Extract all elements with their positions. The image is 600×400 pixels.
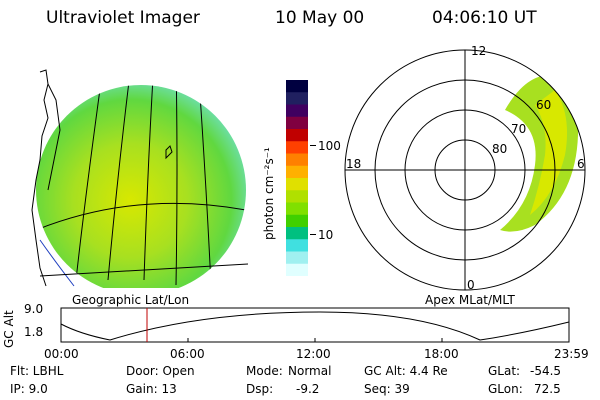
polar-panel-title: Apex MLat/MLT <box>425 293 515 307</box>
altitude-ytick-max: 9.0 <box>24 302 44 316</box>
status-ip: IP: 9.0 <box>10 382 48 396</box>
colorbar-band <box>286 104 308 118</box>
polar-ring-label-60: 60 <box>536 98 552 112</box>
status-glat-value: -54.5 <box>530 364 562 378</box>
status-glon-label: GLon: <box>488 382 523 396</box>
colorbar-tick <box>310 145 316 146</box>
colorbar-band <box>286 80 308 93</box>
colorbar <box>286 80 308 277</box>
polar-plot <box>344 49 586 291</box>
status-mode-value: Normal <box>288 364 332 378</box>
altitude-xtick-0000: 00:00 <box>44 347 79 361</box>
status-dsp-label: Dsp: <box>246 382 274 396</box>
colorbar-band <box>286 92 308 105</box>
observation-date: 10 May 00 <box>275 8 365 28</box>
status-door: Door: Open <box>126 364 195 378</box>
earth-disk <box>36 85 246 288</box>
coastline <box>31 69 173 287</box>
colorbar-gradient <box>286 80 308 277</box>
status-gain: Gain: 13 <box>126 382 177 396</box>
polar-label-bottom: 0 <box>467 278 475 292</box>
polar-label-left: 18 <box>346 157 362 171</box>
colorbar-band <box>286 227 308 240</box>
colorbar-tick-10: 10 <box>318 228 334 242</box>
colorbar-band <box>286 239 308 252</box>
status-mode-label: Mode: <box>246 364 283 378</box>
status-seq: Seq: 39 <box>364 382 410 396</box>
colorbar-band <box>286 116 308 130</box>
altitude-frame <box>60 307 570 343</box>
altitude-xtick-1800: 18:00 <box>424 347 459 361</box>
colorbar-band <box>286 202 308 216</box>
polar-label-right: 6 <box>577 157 585 171</box>
colorbar-band <box>286 129 308 142</box>
colorbar-band <box>286 251 308 265</box>
colorbar-band <box>286 178 308 191</box>
altitude-xtick-0600: 06:00 <box>170 347 205 361</box>
altitude-curve <box>60 311 570 341</box>
observation-time: 04:06:10 UT <box>432 8 537 28</box>
status-flt: Flt: LBHL <box>10 364 64 378</box>
colorbar-band <box>286 141 308 154</box>
instrument-title: Ultraviolet Imager <box>46 8 200 28</box>
altitude-xtick-2359: 23:59 <box>554 347 589 361</box>
colorbar-band <box>286 165 308 179</box>
colorbar-band <box>286 190 308 203</box>
colorbar-band <box>286 214 308 228</box>
altitude-plot <box>60 307 570 343</box>
status-glat-label: GLat: <box>488 364 521 378</box>
status-glon-value: 72.5 <box>534 382 561 396</box>
geographic-image <box>31 69 248 288</box>
colorbar-tick-100: 100 <box>318 139 341 153</box>
colorbar-tick <box>310 234 316 235</box>
status-gc-alt: GC Alt: 4.4 Re <box>364 364 448 378</box>
colorbar-unit: photon cm⁻²s⁻¹ <box>262 147 276 240</box>
status-dsp-value: -9.2 <box>296 382 320 396</box>
auroral-core <box>530 90 568 215</box>
altitude-ytick-min: 1.8 <box>24 325 44 339</box>
polar-ring-label-80: 80 <box>492 142 508 156</box>
colorbar-band <box>286 153 308 167</box>
polar-label-top: 12 <box>471 44 487 58</box>
colorbar-band <box>286 263 308 277</box>
polar-ring-label-70: 70 <box>511 122 527 136</box>
altitude-ylabel: GC Alt <box>2 310 16 348</box>
altitude-xtick-1200: 12:00 <box>296 347 331 361</box>
geographic-panel-title: Geographic Lat/Lon <box>72 293 190 307</box>
